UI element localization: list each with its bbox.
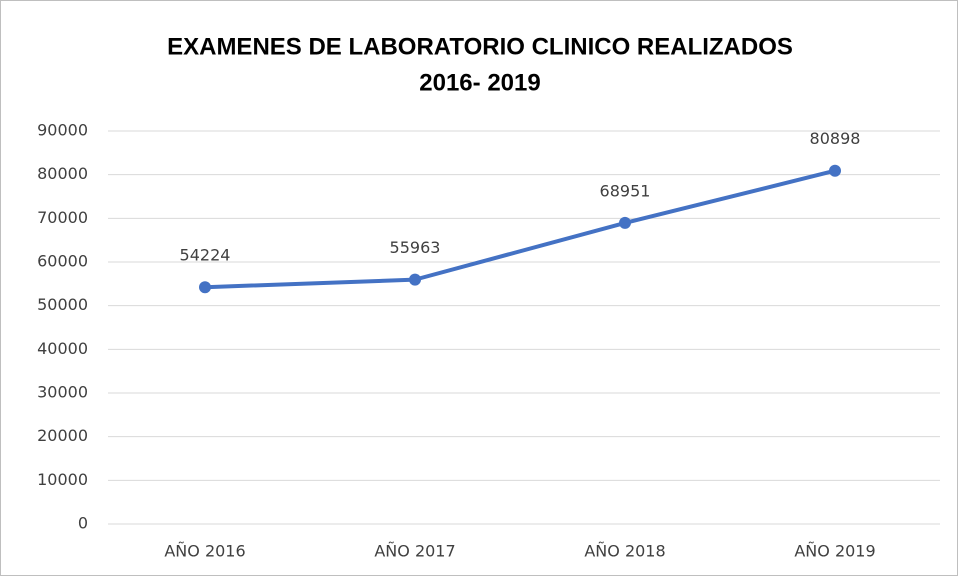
y-tick-label: 10000: [37, 470, 88, 489]
point: [409, 273, 421, 286]
data-label: 54224: [180, 246, 231, 265]
y-tick-label: 30000: [37, 383, 88, 402]
y-tick-label: 40000: [37, 339, 88, 358]
y-tick-label: 0: [78, 514, 88, 533]
y-tick-label: 60000: [37, 252, 88, 271]
point: [619, 216, 631, 229]
chart-title: EXAMENES DE LABORATORIO CLINICO REALIZAD…: [167, 33, 793, 60]
point: [829, 164, 841, 177]
y-tick-label: 50000: [37, 295, 88, 314]
data-label: 68951: [600, 181, 651, 200]
chart-title: 2016- 2019: [419, 69, 540, 96]
x-tick-label: AÑO 2017: [374, 542, 455, 561]
x-tick-label: AÑO 2019: [794, 542, 875, 561]
data-label: 55963: [390, 238, 441, 257]
y-tick-label: 80000: [37, 164, 88, 183]
point: [199, 281, 211, 294]
y-tick-label: 70000: [37, 208, 88, 227]
x-tick-label: AÑO 2018: [584, 542, 665, 561]
x-tick-label: AÑO 2016: [164, 542, 245, 561]
y-tick-label: 90000: [37, 121, 88, 140]
y-tick-label: 20000: [37, 426, 88, 445]
line: [204, 168, 836, 290]
data-label: 80898: [810, 129, 861, 148]
